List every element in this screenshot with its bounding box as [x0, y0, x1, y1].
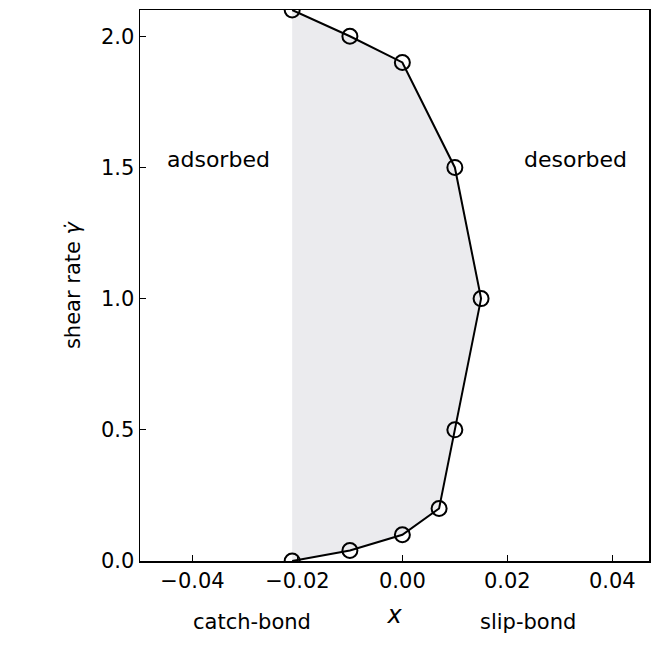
- svg-text:desorbed: desorbed: [524, 147, 627, 172]
- svg-text:0.02: 0.02: [484, 569, 531, 593]
- svg-text:0.00: 0.00: [379, 569, 426, 593]
- svg-text:−0.04: −0.04: [160, 569, 224, 593]
- svg-text:0.0: 0.0: [101, 549, 134, 573]
- svg-text:shear rate γ̇: shear rate γ̇: [61, 220, 85, 349]
- svg-text:0.5: 0.5: [101, 418, 134, 442]
- svg-text:adsorbed: adsorbed: [167, 147, 270, 172]
- svg-text:1.0: 1.0: [101, 287, 134, 311]
- svg-text:2.0: 2.0: [101, 25, 134, 49]
- svg-text:x: x: [386, 601, 402, 629]
- svg-text:catch-bond: catch-bond: [193, 610, 311, 634]
- svg-text:−0.02: −0.02: [265, 569, 329, 593]
- svg-text:0.04: 0.04: [589, 569, 636, 593]
- svg-text:slip-bond: slip-bond: [480, 610, 576, 634]
- svg-text:1.5: 1.5: [101, 156, 134, 180]
